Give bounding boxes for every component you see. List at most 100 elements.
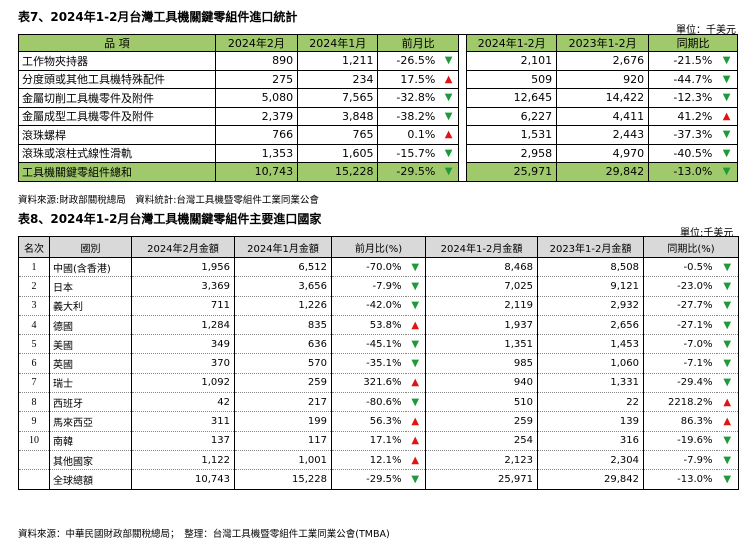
row-mom-arrow: ▲ xyxy=(405,450,426,470)
row-country: 義大利 xyxy=(49,296,132,316)
row-jan-value: 15,228 xyxy=(297,162,379,182)
row-mom-value: 56.3% xyxy=(331,411,406,432)
row-mom-arrow: ▼ xyxy=(405,469,426,490)
row-rank: 1 xyxy=(18,257,50,277)
table8-header-yoy: 同期比(%) xyxy=(643,236,739,258)
row-country: 中國(含香港) xyxy=(49,257,132,277)
row-item-name: 金屬成型工具機零件及附件 xyxy=(18,106,216,126)
row-ytd23-value: 8,508 xyxy=(537,257,644,277)
row-country: 日本 xyxy=(49,276,132,297)
triangle-up-icon: ▲ xyxy=(411,377,420,389)
row-yoy-arrow: ▼ xyxy=(716,88,739,108)
table-row: 8 西班牙 42 217 -80.6% ▼ 510 22 2218.2% ▲ xyxy=(18,392,739,412)
row-country: 南韓 xyxy=(49,431,132,451)
triangle-down-icon: ▼ xyxy=(723,454,732,466)
row-rank: 3 xyxy=(18,296,50,316)
row-yoy-value: -37.3% xyxy=(648,125,717,145)
table-row: 5 美國 349 636 -45.1% ▼ 1,351 1,453 -7.0% ▼ xyxy=(18,334,739,354)
row-country: 美國 xyxy=(49,334,132,354)
row-ytd24-value: 2,119 xyxy=(425,296,538,316)
triangle-down-icon: ▼ xyxy=(723,261,732,273)
row-mom-value: -7.9% xyxy=(331,276,406,297)
row-jan-value: 1,211 xyxy=(297,51,379,71)
triangle-up-icon: ▲ xyxy=(444,73,453,85)
row-yoy-value: -40.5% xyxy=(648,143,717,163)
table7-header-jan: 2024年1月 xyxy=(297,34,379,52)
row-jan-value: 835 xyxy=(234,315,332,335)
table7-header-ytd24: 2024年1-2月 xyxy=(466,34,558,52)
row-item-name: 分度頭或其他工具機特殊配件 xyxy=(18,69,216,89)
triangle-down-icon: ▼ xyxy=(444,110,453,122)
row-feb-value: 3,369 xyxy=(131,276,235,297)
triangle-up-icon: ▲ xyxy=(411,319,420,331)
row-mom-value: -29.5% xyxy=(377,162,440,182)
row-gap xyxy=(457,144,468,163)
table-row: 1 中國(含香港) 1,956 6,512 -70.0% ▼ 8,468 8,508 -0.5%… xyxy=(18,257,739,277)
table8-header-country: 國別 xyxy=(49,236,132,258)
row-yoy-arrow: ▼ xyxy=(716,373,739,393)
row-ytd23-value: 2,676 xyxy=(556,51,650,71)
row-ytd24-value: 2,101 xyxy=(466,51,558,71)
row-yoy-value: -12.3% xyxy=(648,88,717,108)
table-row: 6 英國 370 570 -35.1% ▼ 985 1,060 -7.1% ▼ xyxy=(18,353,739,374)
row-feb-value: 137 xyxy=(131,431,235,451)
row-yoy-arrow: ▼ xyxy=(716,143,739,163)
row-ytd24-value: 940 xyxy=(425,373,538,393)
row-mom-value: -35.1% xyxy=(331,353,406,374)
row-mom-value: 17.5% xyxy=(377,69,440,89)
row-ytd24-value: 7,025 xyxy=(425,276,538,297)
table-row: 工作物夾持器 890 1,211 -26.5% ▼ 2,101 2,676 -21.5% ▼ xyxy=(18,51,739,71)
row-rank: 8 xyxy=(18,392,50,412)
row-ytd23-value: 2,656 xyxy=(537,315,644,335)
triangle-down-icon: ▼ xyxy=(723,473,732,485)
row-yoy-arrow: ▼ xyxy=(716,296,739,316)
row-mom-arrow: ▼ xyxy=(405,257,426,277)
row-ytd23-value: 316 xyxy=(537,431,644,451)
row-mom-value: -70.0% xyxy=(331,257,406,277)
row-feb-value: 1,956 xyxy=(131,257,235,277)
triangle-down-icon: ▼ xyxy=(722,92,731,104)
row-yoy-value: -0.5% xyxy=(643,257,717,277)
row-jan-value: 117 xyxy=(234,431,332,451)
table7-unit: 單位：千美元 xyxy=(676,25,736,36)
row-rank xyxy=(18,450,50,470)
table8-header-ytd24: 2024年1-2月金額 xyxy=(425,236,538,258)
row-feb-value: 1,122 xyxy=(131,450,235,470)
table7-header-mom: 前月比 xyxy=(377,34,459,52)
row-rank: 5 xyxy=(18,334,50,354)
row-ytd23-value: 29,842 xyxy=(537,469,644,490)
table8-header-row: 名次 國別 2024年2月金額 2024年1月金額 前月比(%) 2024年1-… xyxy=(18,236,739,258)
row-yoy-arrow: ▼ xyxy=(716,276,739,297)
row-mom-arrow: ▼ xyxy=(439,162,459,182)
row-feb-value: 766 xyxy=(214,125,299,145)
row-yoy-arrow: ▼ xyxy=(716,469,739,490)
row-item-name: 工作物夾持器 xyxy=(18,51,216,71)
triangle-down-icon: ▼ xyxy=(723,319,732,331)
row-yoy-arrow: ▲ xyxy=(716,411,739,432)
row-ytd23-value: 4,411 xyxy=(556,106,650,126)
triangle-down-icon: ▼ xyxy=(411,280,420,292)
triangle-down-icon: ▼ xyxy=(722,166,731,178)
row-gap xyxy=(457,70,468,89)
table7-gap xyxy=(457,34,468,52)
row-yoy-value: -27.7% xyxy=(643,296,717,316)
row-ytd24-value: 1,531 xyxy=(466,125,558,145)
row-jan-value: 1,605 xyxy=(297,143,379,163)
triangle-down-icon: ▼ xyxy=(723,377,732,389)
row-mom-arrow: ▼ xyxy=(405,334,426,354)
row-ytd23-value: 29,842 xyxy=(556,162,650,182)
row-mom-arrow: ▼ xyxy=(405,392,426,412)
row-ytd24-value: 254 xyxy=(425,431,538,451)
row-ytd24-value: 259 xyxy=(425,411,538,432)
row-mom-arrow: ▲ xyxy=(405,411,426,432)
table8-header-ytd23: 2023年1-2月金額 xyxy=(537,236,644,258)
row-yoy-value: -23.0% xyxy=(643,276,717,297)
row-feb-value: 10,743 xyxy=(131,469,235,490)
triangle-down-icon: ▼ xyxy=(723,358,732,370)
row-country: 全球總額 xyxy=(49,469,132,490)
row-ytd23-value: 9,121 xyxy=(537,276,644,297)
triangle-down-icon: ▼ xyxy=(411,358,420,370)
row-mom-value: -29.5% xyxy=(331,469,406,490)
table8-title: 表8、2024年1-2月台灣工具機關鍵零組件主要進口國家 xyxy=(18,212,322,226)
row-feb-value: 1,284 xyxy=(131,315,235,335)
